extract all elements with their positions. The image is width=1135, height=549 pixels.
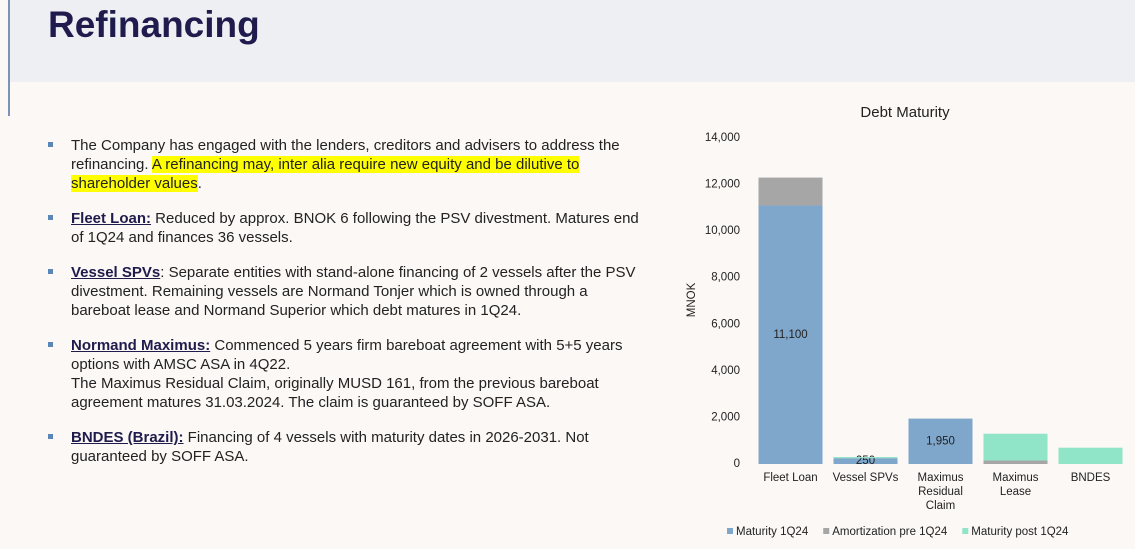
- y-tick-label: 8,000: [711, 272, 740, 284]
- bullet-text: The Company has engaged with the lenders…: [71, 137, 620, 173]
- legend-swatch: [823, 528, 830, 534]
- bar-segment: [983, 433, 1048, 461]
- bullet-text: Reduced by approx. BNOK 6 following the …: [71, 210, 639, 246]
- bar-segment: [983, 460, 1048, 464]
- x-tick-label: Vessel SPVs: [833, 472, 899, 484]
- x-tick-label: Fleet Loan: [763, 472, 817, 484]
- bullet-list: The Company has engaged with the lenders…: [48, 136, 648, 482]
- x-tick-label: Maximus Lease: [992, 472, 1038, 498]
- data-label: 1,950: [926, 435, 955, 447]
- bar-segment: [833, 457, 898, 459]
- data-label: 11,100: [773, 329, 807, 341]
- legend-label: Amortization pre 1Q24: [832, 526, 948, 538]
- y-tick-label: 12,000: [705, 179, 740, 191]
- bullet-lead: BNDES (Brazil):: [71, 429, 184, 446]
- bullet-text: .: [197, 175, 202, 192]
- header-band: [8, 0, 1135, 82]
- y-tick-label: 2,000: [711, 411, 740, 423]
- bullet-text: Commenced 5 years firm bareboat agreemen…: [71, 337, 623, 373]
- bullet: BNDES (Brazil): Financing of 4 vessels w…: [48, 428, 648, 466]
- bar-segment: [758, 177, 823, 206]
- y-tick-label: 14,000: [705, 132, 740, 144]
- bullet: The Company has engaged with the lenders…: [48, 136, 648, 193]
- x-tick-label: BNDES: [1071, 472, 1111, 484]
- legend-label: Maturity post 1Q24: [971, 526, 1069, 538]
- y-tick-label: 6,000: [711, 318, 740, 330]
- legend-swatch: [727, 528, 733, 534]
- bullet-lead: Vessel SPVs: [71, 264, 161, 281]
- chart-title: Debt Maturity: [860, 104, 950, 121]
- y-tick-label: 0: [734, 458, 740, 470]
- title: Refinancing: [48, 4, 260, 45]
- bar-segment: [833, 458, 898, 464]
- y-axis-label: MNOK: [686, 282, 698, 317]
- y-tick-label: 4,000: [711, 365, 740, 377]
- bullet-lead: Fleet Loan:: [71, 210, 152, 227]
- bullet-text: : Separate entities with stand-alone fin…: [71, 264, 636, 319]
- accent-line: [8, 0, 10, 116]
- bar-segment: [1058, 447, 1123, 464]
- x-tick-label: Maximus Residual Claim: [917, 472, 963, 512]
- bullet: Normand Maximus: Commenced 5 years firm …: [48, 336, 648, 412]
- bullet: Vessel SPVs: Separate entities with stan…: [48, 263, 648, 320]
- bullet-text: The Maximus Residual Claim, originally M…: [71, 375, 599, 411]
- legend-swatch: [962, 528, 969, 534]
- bar-segment: [908, 418, 973, 464]
- legend-label: Maturity 1Q24: [736, 526, 809, 538]
- data-label: 250: [856, 455, 875, 467]
- bullet-lead: Normand Maximus:: [71, 337, 211, 354]
- bullet-text: Financing of 4 vessels with maturity dat…: [71, 429, 589, 465]
- bullet: Fleet Loan: Reduced by approx. BNOK 6 fo…: [48, 209, 648, 247]
- bar-segment: [758, 205, 823, 464]
- y-tick-label: 10,000: [705, 225, 740, 237]
